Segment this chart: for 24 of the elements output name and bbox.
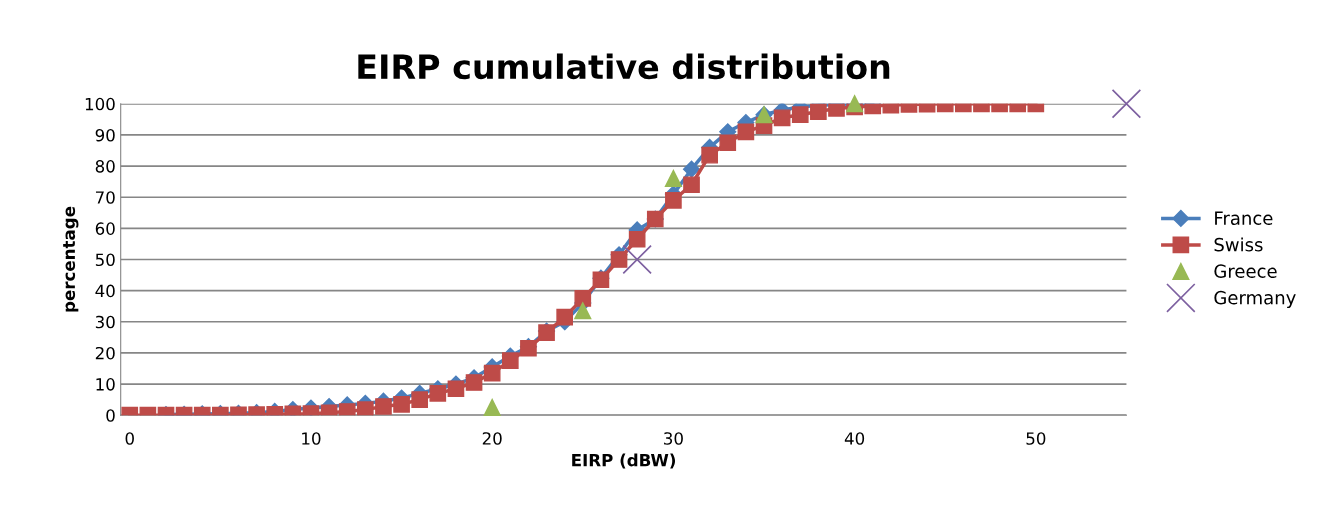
- y-tick-label: 30: [95, 315, 115, 329]
- y-tick-label: 20: [95, 346, 115, 360]
- legend-label: France: [1215, 211, 1273, 225]
- y-tick-label: 80: [95, 160, 115, 173]
- y-tick-label: 100: [85, 97, 115, 111]
- y-tick-label: 10: [96, 378, 115, 391]
- y-tick-label: 50: [95, 253, 115, 267]
- x-tick-label: 50: [1026, 432, 1046, 445]
- y-tick-label: 70: [95, 191, 115, 204]
- y-tick-label: 40: [95, 284, 115, 298]
- x-tick-label: 0: [125, 432, 134, 445]
- y-tick-label: 90: [95, 128, 115, 142]
- y-tick-label: 0: [106, 409, 115, 422]
- x-axis-title: EIRP (dBW): [572, 453, 676, 469]
- x-tick-label: 40: [844, 432, 865, 445]
- legend-label: Greece: [1214, 264, 1277, 278]
- x-tick-label: 20: [482, 432, 502, 445]
- legend-label: Swiss: [1214, 237, 1263, 252]
- y-tick-label: 60: [95, 222, 115, 235]
- x-tick-label: 10: [302, 432, 321, 445]
- legend-label: Germany: [1214, 290, 1296, 308]
- x-tick-label: 30: [664, 432, 683, 445]
- chart-title: EIRP cumulative distribution: [358, 53, 890, 80]
- y-axis-title: percentage: [63, 206, 79, 312]
